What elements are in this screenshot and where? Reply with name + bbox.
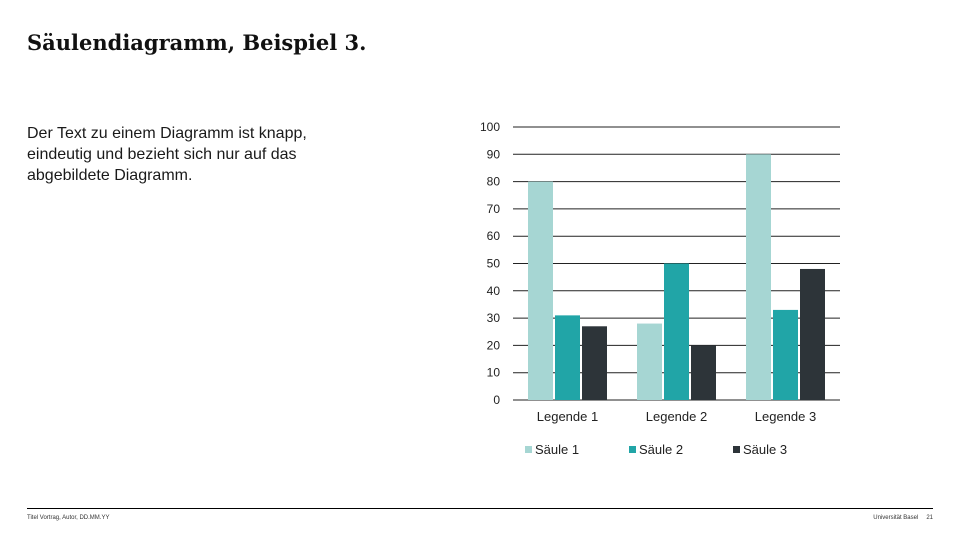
legend-label-2: Säule 2	[639, 442, 683, 457]
chart-bars	[528, 154, 825, 400]
footer-page-number: 21	[926, 515, 933, 521]
chart-x-tick-labels: Legende 1 Legende 2 Legende 3	[537, 409, 816, 424]
x-tick-label: Legende 2	[646, 409, 707, 424]
bar-2-1	[555, 315, 580, 400]
footer-university: Universität Basel	[873, 515, 919, 521]
footer-right: Universität Basel 21	[873, 515, 933, 521]
y-tick-label: 10	[487, 366, 501, 380]
legend-swatch-1	[525, 446, 532, 453]
bar-3-3	[800, 268, 825, 400]
y-tick-label: 70	[487, 202, 501, 216]
legend-label-3: Säule 3	[743, 442, 787, 457]
y-tick-label: 60	[487, 229, 501, 243]
x-tick-label: Legende 3	[755, 409, 816, 424]
bar-1-2	[637, 323, 662, 400]
bar-3-1	[582, 326, 607, 400]
y-tick-label: 40	[487, 284, 501, 298]
footer-left-text: Titel Vortrag, Autor, DD.MM.YY	[27, 515, 110, 521]
y-tick-label: 80	[487, 175, 501, 189]
y-tick-label: 0	[493, 393, 500, 407]
bar-1-3	[746, 154, 771, 400]
bar-2-2	[664, 263, 689, 400]
y-tick-label: 90	[487, 147, 501, 161]
chart-legend: Säule 1 Säule 2 Säule 3	[525, 442, 787, 457]
legend-swatch-3	[733, 446, 740, 453]
x-tick-label: Legende 1	[537, 409, 598, 424]
y-tick-label: 100	[480, 120, 500, 134]
chart-y-tick-labels: 0 10 20 30 40 50 60 70 80 90 100	[480, 120, 500, 407]
legend-swatch-2	[629, 446, 636, 453]
bar-3-2	[691, 345, 716, 400]
y-tick-label: 30	[487, 311, 501, 325]
y-tick-label: 20	[487, 338, 501, 352]
y-tick-label: 50	[487, 257, 501, 271]
slide-body-text: Der Text zu einem Diagramm ist knapp, ei…	[27, 125, 307, 184]
bar-2-3	[773, 309, 798, 400]
footer-divider	[27, 508, 933, 509]
legend-label-1: Säule 1	[535, 442, 579, 457]
bar-1-1	[528, 181, 553, 400]
slide-title: Säulendiagramm, Beispiel 3.	[27, 30, 367, 55]
